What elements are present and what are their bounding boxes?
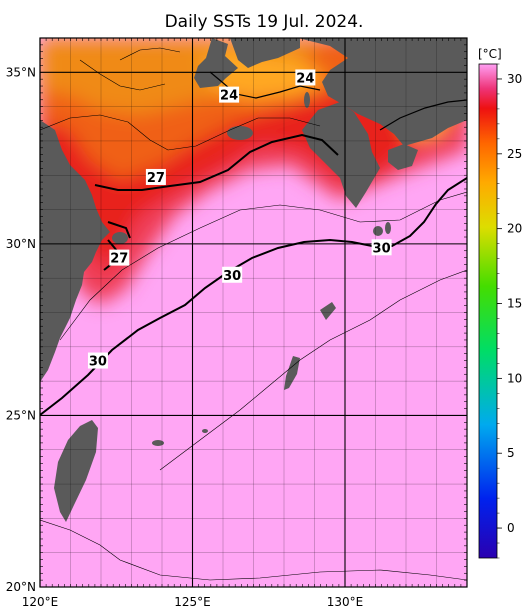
miyako-island bbox=[202, 429, 208, 433]
colorbar-tick-label: 30 bbox=[507, 72, 522, 86]
okinawa-island bbox=[284, 356, 300, 390]
colorbar-tick-label: 20 bbox=[507, 222, 522, 236]
contour-label-bg bbox=[219, 86, 240, 103]
contour-label: 27 bbox=[109, 249, 130, 267]
colorbar-tick-label: 25 bbox=[507, 147, 522, 161]
japan-honshu bbox=[298, 38, 467, 146]
contour-24-north bbox=[209, 71, 467, 131]
tsushima-island bbox=[304, 92, 310, 108]
korea-east bbox=[230, 38, 300, 68]
contour-label: 27 bbox=[145, 168, 166, 186]
frame-ticks bbox=[39, 38, 468, 588]
lon-label: 125°E bbox=[174, 595, 211, 609]
colorbar: [°C] 30 25 20 15 10 5 0 bbox=[478, 47, 522, 559]
yakushima-island bbox=[373, 226, 383, 236]
colorbar-tick-label: 10 bbox=[507, 371, 522, 385]
contour-labels: 24 24 27 27 30 30 30 bbox=[87, 69, 392, 370]
contour-label: 30 bbox=[371, 239, 392, 256]
lat-label: 30°N bbox=[6, 237, 36, 251]
contour-thin-a bbox=[40, 114, 321, 151]
contour-label-text: 24 bbox=[220, 89, 238, 104]
contour-label: 24 bbox=[295, 69, 316, 86]
colorbar-ticks: 30 25 20 15 10 5 0 bbox=[497, 63, 522, 559]
lat-label: 20°N bbox=[6, 580, 36, 594]
contour-thin-d bbox=[40, 519, 467, 581]
contour-label-bg bbox=[87, 352, 108, 369]
offshore-island bbox=[40, 198, 53, 218]
contour-label-bg bbox=[222, 266, 243, 283]
colorbar-tick-label: 5 bbox=[507, 446, 515, 460]
japan-kyushu bbox=[302, 102, 380, 208]
china-mainland bbox=[40, 120, 110, 382]
amami-island bbox=[320, 302, 336, 320]
lon-label: 130°E bbox=[327, 595, 364, 609]
contour-label-bg bbox=[295, 69, 316, 86]
lat-label: 25°N bbox=[6, 408, 36, 422]
lon-label: 120°E bbox=[22, 595, 59, 609]
jeju-island bbox=[227, 126, 253, 140]
taiwan bbox=[54, 420, 98, 522]
zhoushan-island bbox=[112, 232, 128, 244]
contour-label-text: 30 bbox=[89, 355, 107, 370]
lat-label: 35°N bbox=[6, 65, 36, 79]
colorbar-scale bbox=[478, 63, 498, 559]
colorbar-tick-label: 0 bbox=[507, 521, 515, 535]
contour-label-text: 30 bbox=[223, 269, 241, 284]
contour-label-bg bbox=[109, 249, 130, 266]
colorbar-unit: [°C] bbox=[478, 47, 502, 61]
contour-label-text: 27 bbox=[147, 171, 165, 186]
contour-label-text: 24 bbox=[296, 71, 314, 86]
contour-label-bg bbox=[145, 168, 166, 185]
contour-label: 30 bbox=[87, 352, 108, 370]
contour-label-text: 27 bbox=[110, 252, 128, 267]
contour-label-text: 30 bbox=[373, 241, 391, 256]
contour-label: 30 bbox=[222, 266, 243, 284]
contour-30 bbox=[40, 177, 467, 416]
map-title: Daily SSTs 19 Jul. 2024. bbox=[164, 12, 364, 32]
contour-thin-e bbox=[79, 47, 181, 91]
contour-label-bg bbox=[371, 239, 392, 256]
contour-thin-b bbox=[59, 191, 467, 341]
land-masses bbox=[40, 38, 467, 522]
tanegashima-island bbox=[385, 222, 391, 234]
ishigaki-island bbox=[152, 440, 164, 446]
japan-shikoku bbox=[388, 144, 418, 170]
korea-peninsula bbox=[194, 38, 238, 88]
contour-thin-c bbox=[159, 269, 467, 471]
axis-labels: 120°E 125°E 130°E 35°N 30°N 25°N 20°N bbox=[6, 65, 364, 609]
contour-label: 24 bbox=[219, 86, 240, 104]
colorbar-tick-label: 15 bbox=[507, 297, 522, 311]
